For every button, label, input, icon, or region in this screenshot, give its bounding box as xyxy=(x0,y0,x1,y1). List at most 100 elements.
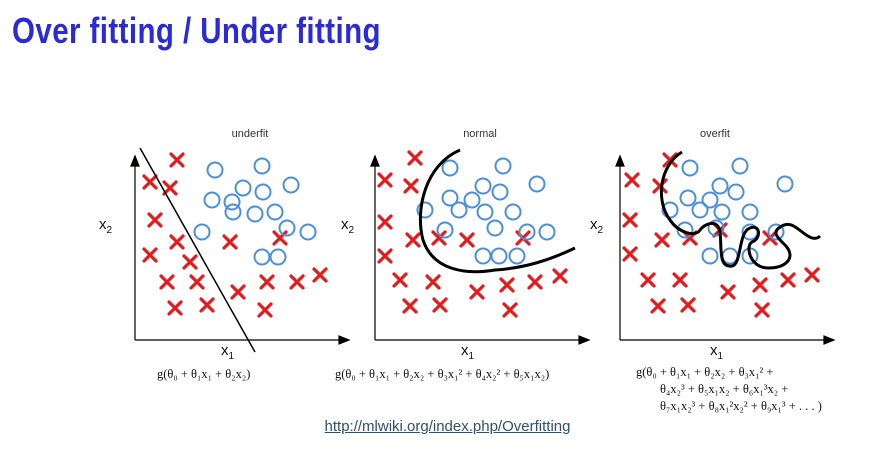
cross-marker xyxy=(804,267,820,283)
circle-marker xyxy=(538,223,556,241)
circle-marker xyxy=(676,221,694,239)
circle-markers xyxy=(661,157,794,265)
cross-marker xyxy=(402,298,418,314)
circle-marker xyxy=(681,159,699,177)
cross-marker xyxy=(640,272,656,288)
circle-marker xyxy=(701,247,719,265)
cross-marker xyxy=(780,272,796,288)
circle-marker xyxy=(246,205,264,223)
cross-markers xyxy=(142,152,328,318)
cross-marker xyxy=(499,277,515,293)
circle-marker xyxy=(490,247,508,265)
cross-marker xyxy=(652,178,668,194)
panel-title-normal: normal xyxy=(463,128,497,140)
x-axis-label: x1 xyxy=(221,342,235,362)
cross-marker xyxy=(752,277,768,293)
circle-marker xyxy=(528,175,546,193)
cross-marker xyxy=(405,232,421,248)
formula-underfit: g(θ₀ + θ₁x₁ + θ₂x₂) xyxy=(157,367,251,381)
overfit-panel: overfit x2 x1 g(θ₀ + θ₁x₁ + θ₂x₂ + θ₃x₁²… xyxy=(590,120,870,413)
cross-marker xyxy=(312,267,328,283)
y-axis-label: x2 xyxy=(99,216,113,236)
circle-marker xyxy=(441,189,459,207)
cross-marker xyxy=(654,232,670,248)
cross-marker xyxy=(680,297,696,313)
circle-marker xyxy=(282,176,300,194)
circle-marker xyxy=(776,175,794,193)
cross-marker xyxy=(650,298,666,314)
circle-marker xyxy=(269,248,287,266)
circle-marker xyxy=(476,203,494,221)
underfit-plot xyxy=(130,147,351,353)
circle-markers xyxy=(416,157,556,265)
cross-marker xyxy=(142,247,158,263)
cross-marker xyxy=(289,274,305,290)
cross-marker xyxy=(162,180,178,196)
axes xyxy=(130,154,351,345)
circle-marker xyxy=(494,157,512,175)
source-link[interactable]: http://mlwiki.org/index.php/Overfitting xyxy=(324,418,571,435)
circle-marker xyxy=(741,203,759,221)
decision-boundary xyxy=(139,147,256,353)
circle-marker xyxy=(278,219,296,237)
formula-normal: g(θ₀ + θ₁x₁ + θ₂x₂ + θ₃x₁² + θ₄x₂² + θ₅x… xyxy=(335,367,550,381)
cross-marker xyxy=(377,214,393,230)
circle-marker xyxy=(504,203,522,221)
cross-marker xyxy=(169,152,185,168)
circle-marker xyxy=(203,191,221,209)
circle-marker xyxy=(224,203,242,221)
cross-marker xyxy=(189,274,205,290)
circle-marker xyxy=(474,247,492,265)
cross-marker xyxy=(147,212,163,228)
cross-marker xyxy=(672,272,688,288)
panel-title-underfit: underfit xyxy=(231,128,269,140)
cross-marker xyxy=(431,230,447,246)
cross-marker xyxy=(403,178,419,194)
circle-marker xyxy=(727,183,745,201)
circle-marker xyxy=(731,157,749,175)
circle-marker xyxy=(713,203,731,221)
cross-marker xyxy=(222,234,238,250)
circle-marker xyxy=(253,157,271,175)
circle-marker xyxy=(711,177,729,195)
slide-title: Over fitting / Under fitting xyxy=(12,10,381,51)
circle-marker xyxy=(679,189,697,207)
cross-marker xyxy=(662,152,678,168)
cross-marker xyxy=(230,284,246,300)
circle-marker xyxy=(266,203,284,221)
cross-marker xyxy=(622,246,638,262)
cross-marker xyxy=(425,274,441,290)
cross-marker xyxy=(527,274,543,290)
circle-marker xyxy=(707,219,725,237)
circle-marker xyxy=(486,219,504,237)
cross-marker xyxy=(142,174,158,190)
cross-marker xyxy=(552,268,568,284)
y-axis-label: x2 xyxy=(341,216,355,236)
cross-marker xyxy=(199,297,215,313)
cross-marker xyxy=(624,172,640,188)
decision-boundary xyxy=(418,148,576,274)
circle-marker xyxy=(206,161,224,179)
cross-marker xyxy=(622,212,638,228)
cross-marker xyxy=(459,232,475,248)
circle-marker xyxy=(223,193,241,211)
cross-marker xyxy=(469,284,485,300)
y-axis-label: x2 xyxy=(590,216,604,236)
underfit-panel: underfit x2 x1 g(θ₀ + θ₁x₁ + θ₂x₂) xyxy=(99,120,385,381)
cross-marker xyxy=(259,274,275,290)
circle-marker xyxy=(193,223,211,241)
x-axis-label: x1 xyxy=(710,342,724,362)
circle-marker xyxy=(474,177,492,195)
panel-title-overfit: overfit xyxy=(700,128,730,140)
circle-marker xyxy=(463,191,481,209)
circle-marker xyxy=(491,183,509,201)
circle-marker xyxy=(450,201,468,219)
normal-plot xyxy=(370,148,591,345)
cross-marker xyxy=(257,302,273,318)
formula-overfit: g(θ₀ + θ₁x₁ + θ₂x₂ + θ₃x₁² + θ₄x₂³ + θ₅x… xyxy=(636,365,822,413)
x-axis-label: x1 xyxy=(461,342,475,362)
cross-marker xyxy=(272,230,288,246)
cross-marker xyxy=(159,274,175,290)
circle-marker xyxy=(767,223,785,241)
circle-marker xyxy=(234,179,252,197)
